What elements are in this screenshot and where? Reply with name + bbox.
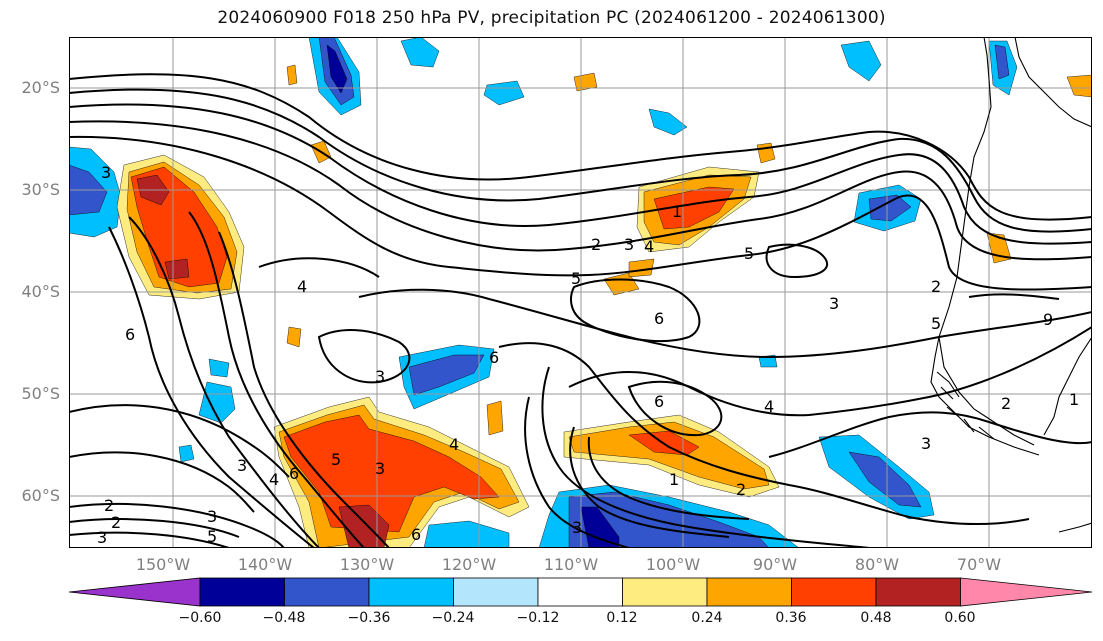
contour-label: 6	[411, 525, 421, 544]
lat-label-50s: 50°S	[21, 384, 60, 403]
contour-label: 9	[1043, 310, 1053, 329]
contour-label: 3	[624, 235, 634, 254]
contour-label: 3	[101, 163, 111, 182]
colorbar-bin	[284, 577, 370, 607]
colorbar-extend-max	[960, 577, 1093, 607]
precip-negative-shading	[69, 37, 1018, 548]
colorbar-bin	[706, 577, 792, 607]
contour-label: 3	[375, 459, 385, 478]
colorbar-tick-label: −0.12	[516, 610, 560, 626]
lon-label-100w: 100°W	[645, 555, 701, 574]
lon-label-150w: 150°W	[135, 555, 191, 574]
colorbar-bin	[875, 577, 961, 607]
colorbar-extend-min	[68, 577, 201, 607]
contour-label: 3	[572, 518, 582, 537]
precip-positive-shading	[116, 64, 1092, 548]
contour-label: 6	[489, 348, 499, 367]
colorbar-tick-label: 0.60	[944, 610, 976, 626]
colorbar-tick-label: −0.60	[178, 610, 222, 626]
contour-label: 2	[736, 480, 746, 499]
colorbar-bin	[622, 577, 708, 607]
pv-contour-labels: 3 4 6 3 6 3 4 6 5 3 4 2 2 3 3 5 6 3 1 2 …	[97, 163, 1079, 547]
lat-label-30s: 30°S	[21, 180, 60, 199]
contour-label: 1	[1069, 390, 1079, 409]
lat-lon-grid	[69, 37, 1092, 548]
lon-label-130w: 130°W	[339, 555, 395, 574]
colorbar-bin	[199, 577, 285, 607]
colorbar-tick-label: 0.48	[860, 610, 892, 626]
contour-label: 4	[449, 435, 459, 454]
figure-title: 2024060900 F018 250 hPa PV, precipitatio…	[217, 8, 886, 28]
lat-label-20s: 20°S	[21, 78, 60, 97]
colorbar-tick-label: 0.36	[775, 610, 807, 626]
colorbar-tick-label: 0.12	[606, 610, 638, 626]
contour-label: 3	[375, 367, 385, 386]
lon-label-70w: 70°W	[956, 555, 1002, 574]
colorbar-bin	[537, 577, 623, 607]
contour-label: 5	[571, 269, 581, 288]
contour-label: 4	[269, 470, 279, 489]
contour-label: 3	[921, 434, 931, 453]
contour-label: 4	[297, 277, 307, 296]
contour-label: 5	[207, 527, 217, 546]
colorbar-bin	[791, 577, 877, 607]
lat-label-60s: 60°S	[21, 486, 60, 505]
contour-label: 1	[669, 470, 679, 489]
contour-label: 4	[764, 397, 774, 416]
lat-label-40s: 40°S	[21, 282, 60, 301]
contour-label: 6	[289, 464, 299, 483]
contour-label: 2	[111, 513, 121, 532]
contour-label: 6	[125, 325, 135, 344]
contour-label: 6	[654, 392, 664, 411]
contour-label: 3	[829, 294, 839, 313]
colorbar-bin	[368, 577, 454, 607]
colorbar-tick-label: −0.36	[347, 610, 391, 626]
contour-label: 6	[654, 309, 664, 328]
map-panel: 3 4 6 3 6 3 4 6 5 3 4 2 2 3 3 5 6 3 1 2 …	[69, 37, 1092, 548]
lon-label-110w: 110°W	[543, 555, 599, 574]
colorbar-tick-label: −0.24	[431, 610, 475, 626]
lon-label-120w: 120°W	[441, 555, 497, 574]
colorbar-tick-label: 0.24	[691, 610, 723, 626]
contour-label: 3	[207, 507, 217, 526]
contour-label: 4	[644, 237, 654, 256]
contour-label: 2	[591, 235, 601, 254]
lon-label-90w: 90°W	[752, 555, 798, 574]
colorbar	[68, 577, 1093, 607]
contour-label: 2	[931, 277, 941, 296]
coastline	[930, 37, 1092, 533]
contour-label: 5	[931, 314, 941, 333]
contour-label: 2	[1001, 394, 1011, 413]
contour-label: 1	[672, 202, 682, 221]
contour-label: 5	[331, 450, 341, 469]
pv-contours	[69, 73, 1092, 548]
lon-label-140w: 140°W	[237, 555, 293, 574]
colorbar-tick-label: −0.48	[262, 610, 306, 626]
contour-label: 3	[237, 456, 247, 475]
colorbar-bin	[453, 577, 539, 607]
contour-label: 3	[97, 528, 107, 547]
lon-label-80w: 80°W	[854, 555, 900, 574]
contour-label: 5	[744, 244, 754, 263]
contour-label: 2	[104, 496, 114, 515]
